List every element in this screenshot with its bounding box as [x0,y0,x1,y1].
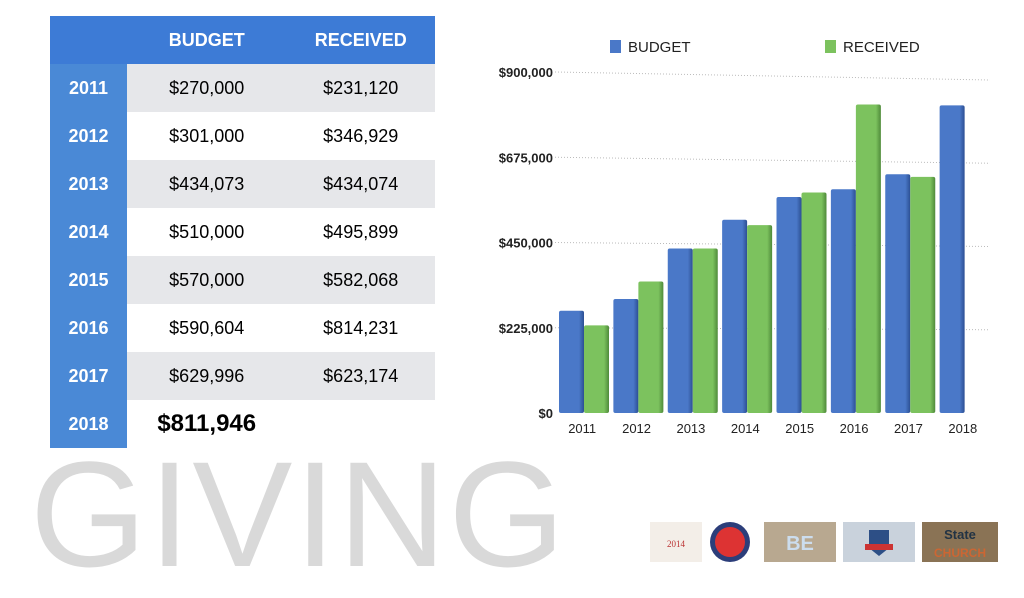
bar-budget-2018 [939,105,965,414]
bar-received-2015 [801,192,827,413]
svg-text:CHURCH: CHURCH [934,546,986,560]
logo-state-of-church-2015 [710,522,750,562]
gridline [554,242,991,247]
legend-label: RECEIVED [843,39,920,56]
year-cell: 2018 [50,400,127,448]
x-tick-label: 2017 [894,421,923,436]
bar-budget-2012 [613,298,639,413]
y-tick-label: $675,000 [499,150,553,165]
bar-budget-2015 [776,197,802,413]
received-cell [286,400,435,448]
bar-budget-2011 [559,310,584,413]
logo-state-church-dark: State CHURCH [922,522,998,562]
received-cell: $434,074 [286,160,435,208]
logo-be-2016: BE [764,522,836,562]
table-row: 2018 $811,946 [50,400,435,448]
received-cell: $814,231 [286,304,435,352]
x-tick-label: 2015 [785,421,814,436]
received-cell: $582,068 [286,256,435,304]
bar-received-2012 [638,281,664,413]
table-row: 2012 $301,000 $346,929 [50,112,435,160]
bar-received-2016 [855,104,881,413]
year-cell: 2011 [50,64,127,112]
table-row: 2016 $590,604 $814,231 [50,304,435,352]
year-cell: 2015 [50,256,127,304]
header-blank [50,16,127,64]
gridline [554,156,991,164]
x-tick-label: 2013 [676,421,705,436]
x-tick-label: 2012 [622,421,651,436]
svg-text:BE: BE [786,533,814,555]
legend-swatch [610,40,621,53]
received-cell: $346,929 [286,112,435,160]
y-tick-label: $900,000 [499,65,553,80]
budget-cell: $629,996 [127,352,287,400]
bar-received-2017 [910,176,936,413]
table-row: 2017 $629,996 $623,174 [50,352,435,400]
giving-table: BUDGET RECEIVED 2011 $270,000 $231,120 20… [50,16,435,448]
budget-cell: $270,000 [127,64,287,112]
bar-budget-2013 [667,248,693,413]
x-tick-label: 2014 [731,421,760,436]
bar-budget-2014 [722,219,748,413]
received-cell: $495,899 [286,208,435,256]
x-tick-label: 2011 [568,421,596,436]
budget-cell: $590,604 [127,304,287,352]
year-cell: 2012 [50,112,127,160]
legend-label: BUDGET [628,39,691,56]
header-received: RECEIVED [286,16,435,64]
logo-state-of-church-2014: 2014 [650,522,702,562]
bar-received-2013 [692,248,718,413]
received-cell: $623,174 [286,352,435,400]
gridline [554,71,991,81]
bar-budget-2017 [885,174,911,413]
table-row: 2014 $510,000 $495,899 [50,208,435,256]
bar-budget-2016 [830,189,856,413]
budget-cell: $301,000 [127,112,287,160]
logo-state-of-church-mountain [843,522,915,562]
budget-cell: $510,000 [127,208,287,256]
header-budget: BUDGET [127,16,287,64]
y-tick-label: $0 [539,406,553,421]
legend-swatch [825,40,836,53]
year-cell: 2014 [50,208,127,256]
budget-cell: $570,000 [127,256,287,304]
received-cell: $231,120 [286,64,435,112]
slide-title: GIVING [30,430,568,598]
table-row: 2015 $570,000 $582,068 [50,256,435,304]
budget-cell: $434,073 [127,160,287,208]
year-cell: 2013 [50,160,127,208]
budget-received-chart: $0 $225,000 $450,000 $675,000 $900,000 BUDGET… [499,39,991,436]
bar-received-2014 [747,225,773,413]
logo-strip: 2014 BE State CHURCH [650,522,998,562]
y-tick-label: $450,000 [499,236,553,251]
bar-received-2011 [584,325,609,413]
budget-cell: $811,946 [127,400,287,448]
svg-text:2014: 2014 [667,539,686,549]
svg-text:State: State [944,527,976,542]
table-row: 2013 $434,073 $434,074 [50,160,435,208]
x-tick-label: 2018 [948,421,977,436]
year-cell: 2016 [50,304,127,352]
year-cell: 2017 [50,352,127,400]
table-row: 2011 $270,000 $231,120 [50,64,435,112]
y-tick-label: $225,000 [499,321,553,336]
x-tick-label: 2016 [840,421,869,436]
